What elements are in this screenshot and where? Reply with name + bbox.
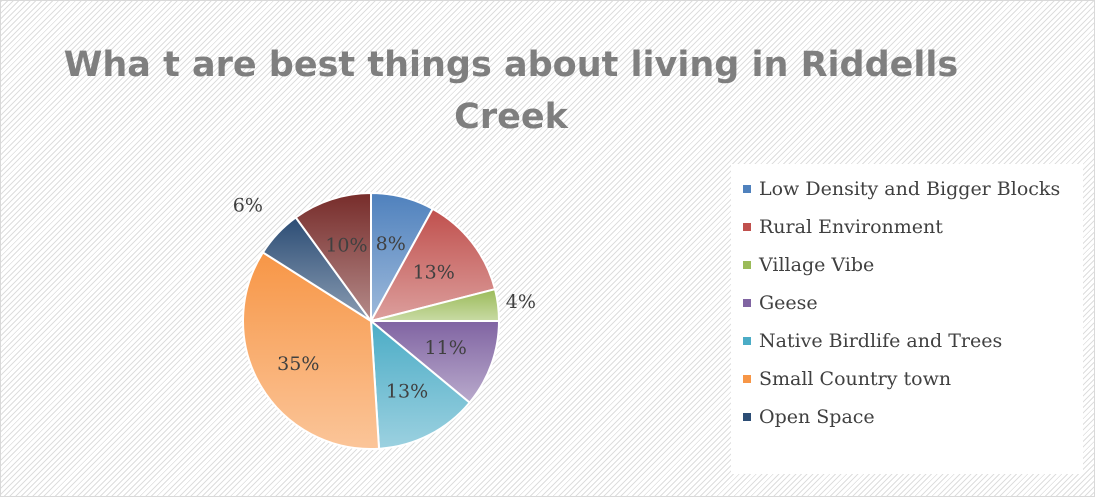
pie-data-label: 13% [413,261,455,283]
legend-item: Low Density and Bigger Blocks [743,178,1060,200]
legend-label: Rural Environment [759,216,943,238]
pie-slice [242,251,381,450]
legend-item: Village Vibe [743,254,874,276]
legend-item: Native Birdlife and Trees [743,330,1002,352]
pie-slice [369,318,472,450]
legend-item: Rural Environment [743,216,943,238]
pie-data-label: 35% [277,353,319,375]
pie-data-label: 6% [233,194,263,216]
legend-label: Open Space [759,406,875,428]
pie-data-label: 11% [425,337,467,359]
legend-label: Low Density and Bigger Blocks [759,178,1061,200]
pie-data-label: 10% [325,235,367,257]
legend-label: Village Vibe [759,254,875,276]
pie-data-label: 4% [506,291,536,313]
legend-swatch [743,185,751,193]
legend-swatch [743,375,751,383]
chart-title: Wha t are best things about living in Ri… [63,45,959,137]
legend-item: Small Country town [743,368,951,390]
pie-data-label: 8% [376,233,406,255]
legend-swatch [743,337,751,345]
legend-swatch [743,413,751,421]
pie-data-label: 13% [386,381,428,403]
pie-slice [368,320,501,404]
legend-item: Open Space [743,406,875,428]
pie-slice [294,191,372,325]
pie-slice [369,207,497,323]
chart-legend: Low Density and Bigger Blocks Rural Envir… [731,164,1083,474]
legend-swatch [743,223,751,231]
legend-label: Small Country town [759,368,952,390]
legend-swatch [743,299,751,307]
legend-item: Geese [743,292,818,314]
legend-label: Native Birdlife and Trees [759,330,1003,352]
legend-label: Geese [759,292,818,314]
legend-swatch [743,261,751,269]
